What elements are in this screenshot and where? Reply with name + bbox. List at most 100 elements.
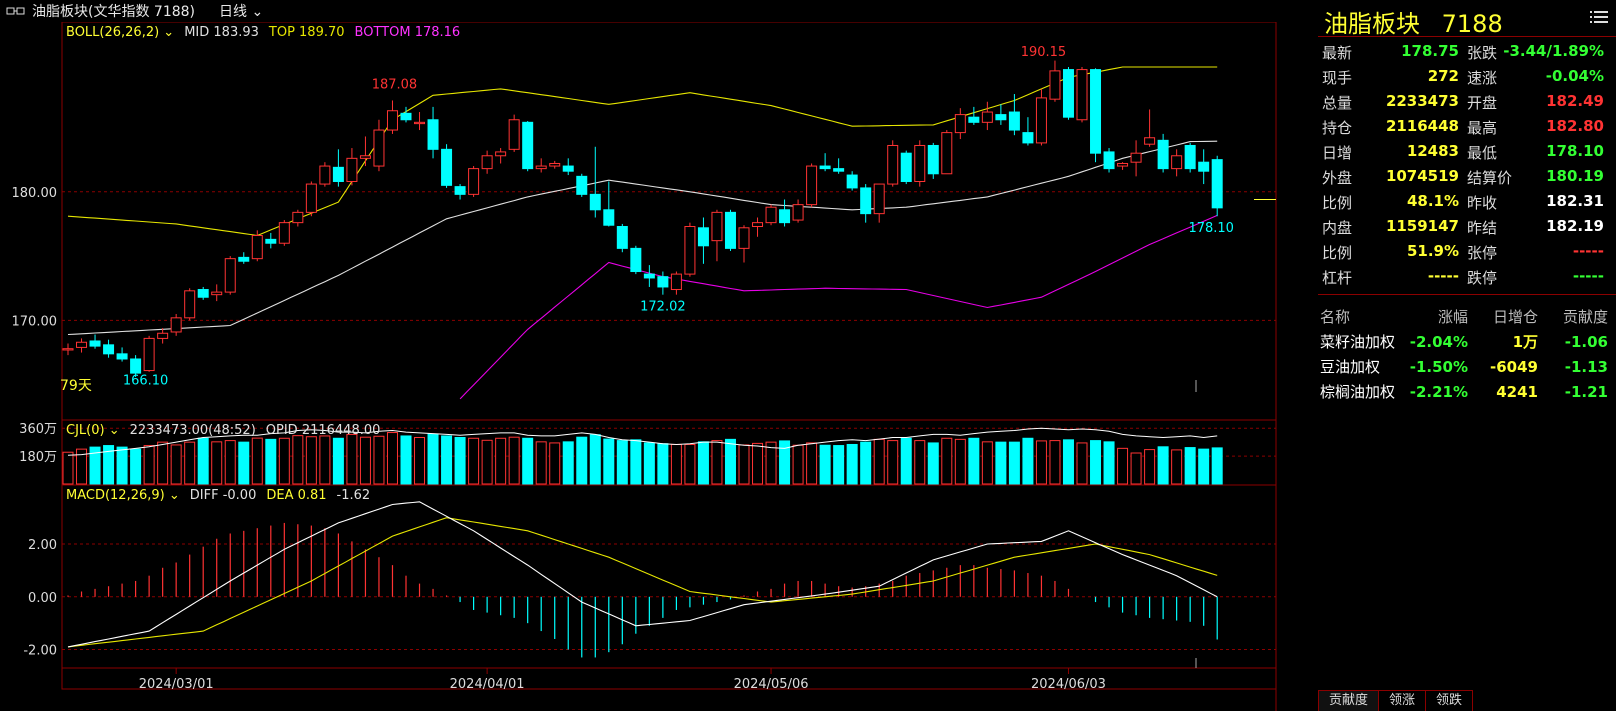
table-cell-name: 棕榈油加权 bbox=[1320, 383, 1396, 401]
volume-bar bbox=[89, 446, 101, 485]
candle-body bbox=[792, 204, 804, 221]
volume-bar bbox=[643, 442, 655, 485]
candle-body bbox=[332, 166, 344, 182]
kline-chart[interactable]: 180.00 170.00 360万 180万 2.00 0.00 -2.00 187.08 1… bbox=[0, 0, 1316, 711]
volume-bar bbox=[752, 442, 764, 485]
volume-bar bbox=[76, 448, 88, 485]
column-header[interactable]: 名称 bbox=[1320, 308, 1351, 326]
boll-bottom-value: BOTTOM 178.16 bbox=[355, 25, 461, 40]
boll-top-line bbox=[67, 66, 1218, 237]
candle-body bbox=[1198, 161, 1210, 172]
period-selector[interactable]: 日线 ⌄ bbox=[219, 1, 263, 21]
volume-bar bbox=[1171, 449, 1183, 485]
candle-body bbox=[535, 165, 547, 170]
quote-key: 总量 bbox=[1322, 94, 1353, 112]
quote-row: 现手 272 速涨 -0.04% bbox=[1322, 65, 1612, 90]
candle-body bbox=[900, 152, 912, 182]
candle-body bbox=[873, 183, 885, 215]
chart-title: 油脂板块(文华指数 7188) bbox=[32, 4, 196, 20]
candle-body bbox=[522, 121, 534, 170]
quote-value: 178.75 bbox=[1401, 42, 1459, 60]
volume-bar bbox=[968, 437, 980, 485]
quote-key: 持仓 bbox=[1322, 119, 1353, 137]
volume-bar bbox=[1184, 447, 1196, 485]
tab-0[interactable]: 贡献度 bbox=[1318, 690, 1380, 711]
volume-bar bbox=[1198, 448, 1210, 485]
quote-cell: 持仓 2116448 bbox=[1322, 117, 1467, 138]
low-marker: 178.10 bbox=[1188, 221, 1234, 236]
volume-bar bbox=[130, 448, 142, 485]
quote-cell: 最新 178.75 bbox=[1322, 42, 1467, 63]
table-row[interactable]: 菜籽油加权 -2.04% 1万 -1.06 bbox=[1320, 329, 1614, 354]
quote-key: 跌停 bbox=[1467, 269, 1498, 287]
quote-cell: 日增 12483 bbox=[1322, 142, 1467, 163]
quote-key: 内盘 bbox=[1322, 219, 1353, 237]
opid-line bbox=[67, 427, 1218, 456]
volume-bar bbox=[278, 437, 290, 485]
quote-cell: 现手 272 bbox=[1322, 67, 1467, 88]
quote-title: 油脂板块 7188 bbox=[1324, 4, 1517, 39]
table-cell-name: 豆油加权 bbox=[1320, 358, 1381, 376]
candle-body bbox=[724, 211, 736, 249]
boll-bottom-line bbox=[459, 214, 1218, 400]
quote-cell: 速涨 -0.04% bbox=[1467, 67, 1612, 88]
table-row[interactable]: 豆油加权 -1.50% -6049 -1.13 bbox=[1320, 354, 1614, 379]
diff-line bbox=[67, 501, 1218, 648]
volume-bar bbox=[1035, 440, 1047, 485]
y-tick-label: 180.00 bbox=[12, 186, 58, 201]
boll-mid-line bbox=[67, 140, 1218, 336]
candle-body bbox=[346, 157, 358, 182]
volume-bar bbox=[589, 434, 601, 485]
candle-body bbox=[765, 206, 777, 224]
quote-key: 现手 bbox=[1322, 69, 1353, 87]
volume-bar bbox=[441, 435, 453, 485]
candle-body bbox=[603, 209, 615, 226]
quote-value: 180.19 bbox=[1546, 167, 1604, 185]
quote-key: 日增 bbox=[1322, 144, 1353, 162]
table-row[interactable]: 棕榈油加权 -2.21% 4241 -1.21 bbox=[1320, 379, 1614, 404]
candle-body bbox=[1090, 69, 1102, 154]
candle-body bbox=[1184, 144, 1196, 170]
candle-body bbox=[1130, 152, 1142, 163]
bottom-tabs: 贡献度 领涨 领跌 bbox=[1318, 689, 1616, 711]
y-tick-label: 360万 bbox=[19, 422, 57, 437]
candle-body bbox=[184, 290, 196, 319]
table-header: 名称 涨幅 日增仓 贡献度 bbox=[1320, 304, 1614, 329]
quote-cell: 昨收 182.31 bbox=[1467, 192, 1612, 213]
quote-value: 48.1% bbox=[1406, 192, 1459, 210]
tab-2[interactable]: 领跌 bbox=[1425, 690, 1474, 711]
column-header[interactable]: 涨幅 bbox=[1437, 308, 1468, 326]
candle-body bbox=[860, 187, 872, 215]
volume-bar bbox=[1008, 441, 1020, 485]
candle-body bbox=[562, 165, 574, 172]
list-menu-icon[interactable] bbox=[1590, 10, 1608, 24]
volume-bar bbox=[62, 451, 74, 485]
volume-bar bbox=[914, 440, 926, 485]
column-header[interactable]: 贡献度 bbox=[1562, 308, 1608, 326]
table-cell-chg: -1.50% bbox=[1409, 357, 1468, 376]
window-menu-icon[interactable] bbox=[6, 6, 26, 16]
tab-1[interactable]: 领涨 bbox=[1378, 690, 1427, 711]
chevron-down-icon: ⌄ bbox=[251, 4, 264, 20]
volume-bar bbox=[143, 445, 155, 485]
quote-cell: 开盘 182.49 bbox=[1467, 92, 1612, 113]
volume-bar bbox=[765, 441, 777, 485]
candle-body bbox=[1144, 137, 1156, 145]
candle-body bbox=[1211, 159, 1223, 209]
volume-bar bbox=[833, 445, 845, 485]
table-cell-oi: 4241 bbox=[1496, 382, 1538, 401]
candle-body bbox=[1157, 139, 1169, 170]
volume-bar bbox=[657, 443, 669, 485]
candle-body bbox=[968, 116, 980, 123]
column-header[interactable]: 日增仓 bbox=[1492, 308, 1538, 326]
volume-bar bbox=[576, 436, 588, 485]
quote-key: 张跌 bbox=[1467, 44, 1498, 62]
volume-bar bbox=[711, 440, 723, 485]
quote-row: 杠杆 ----- 跌停 ----- bbox=[1322, 265, 1612, 290]
candle-body bbox=[752, 222, 764, 228]
opid-value: OPID 2116448.00 bbox=[266, 423, 381, 438]
candle-body bbox=[846, 174, 858, 189]
quote-cell: 总量 2233473 bbox=[1322, 92, 1467, 113]
candle-body bbox=[278, 222, 290, 244]
quote-value: 2233473 bbox=[1385, 92, 1459, 110]
